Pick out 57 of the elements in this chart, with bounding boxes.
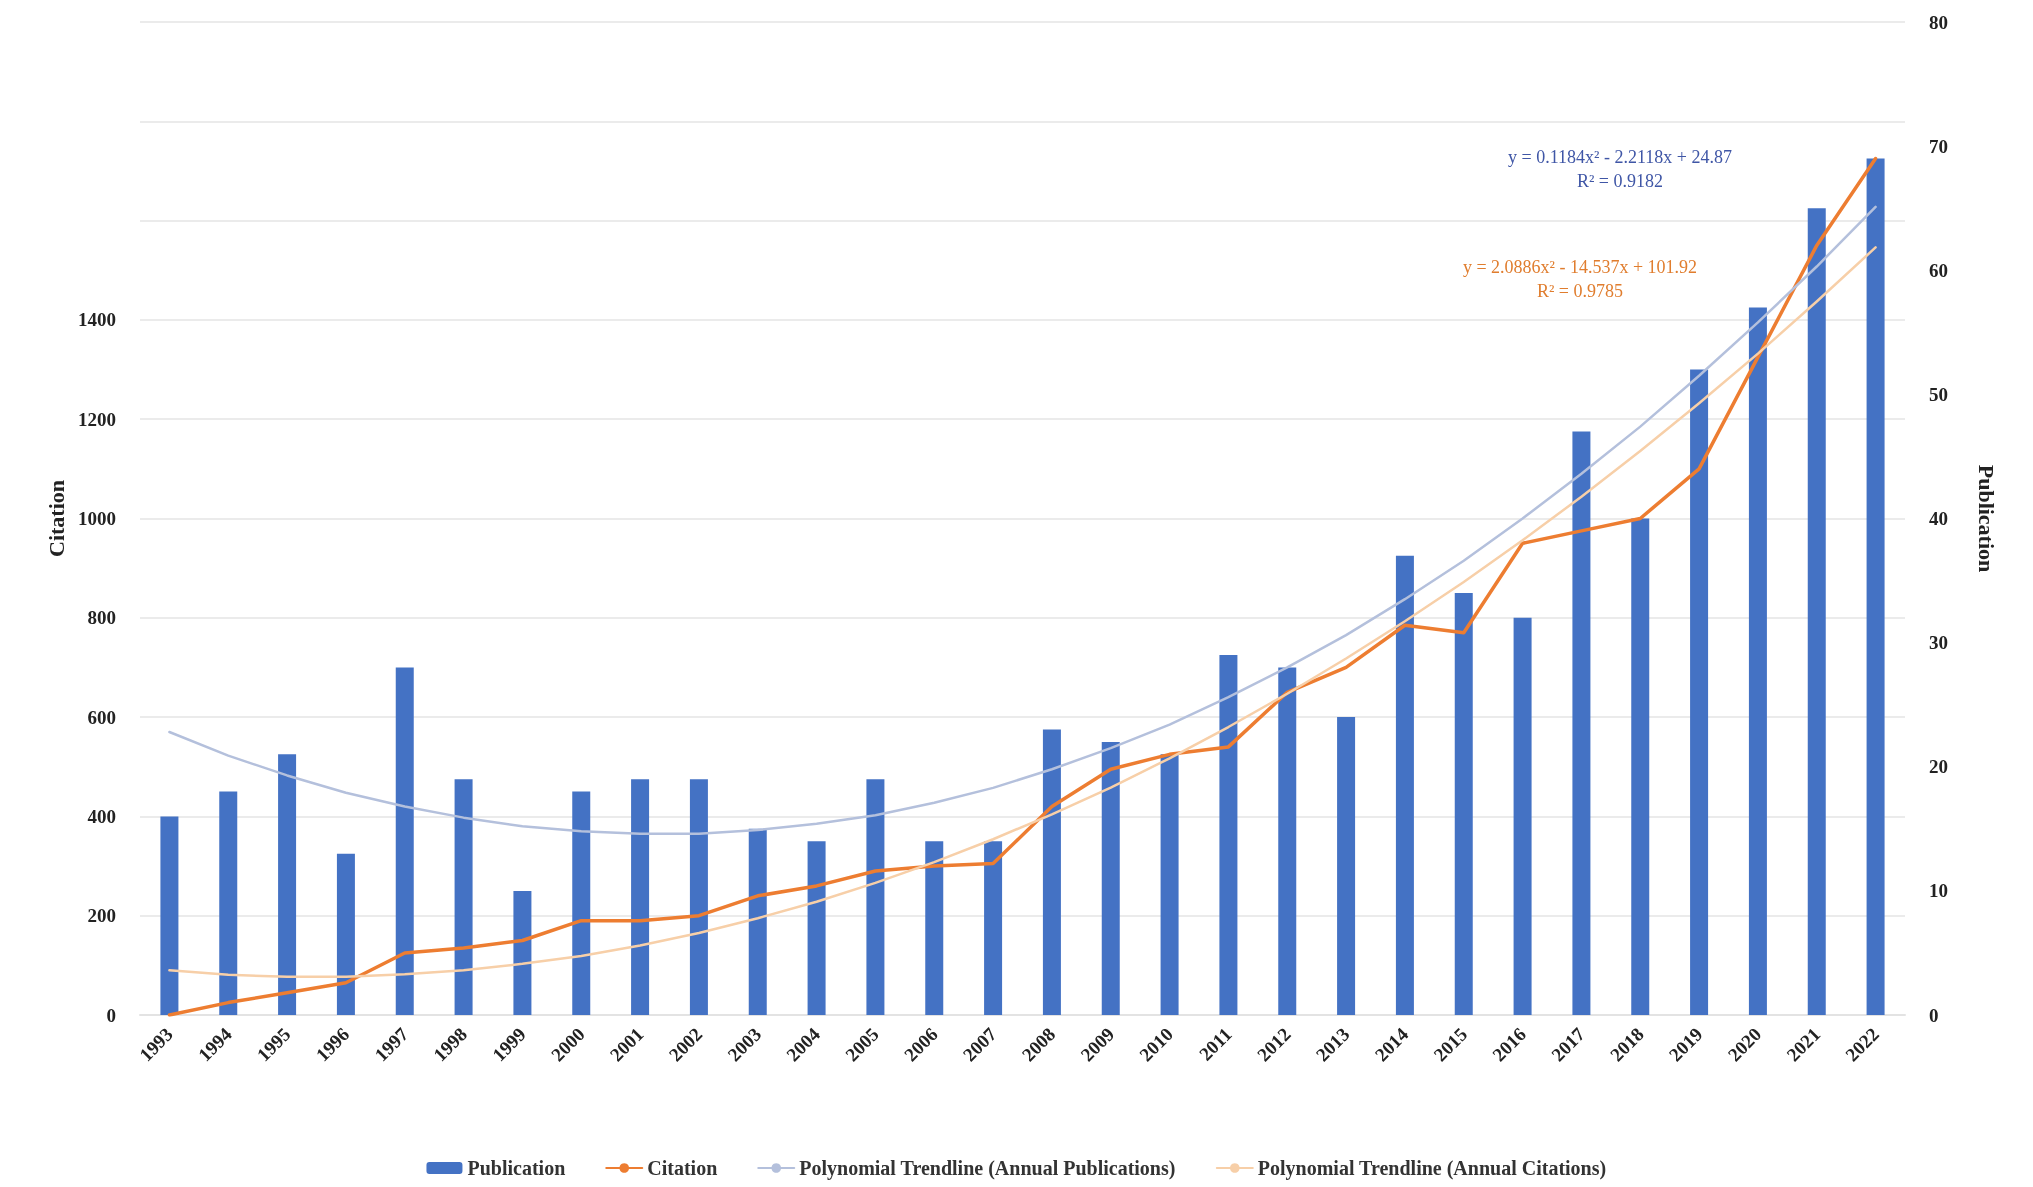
y-axis-title: Citation [43,480,69,557]
bar [807,841,826,1015]
bar [984,841,1003,1015]
bar [1454,592,1473,1015]
y-tick-label: 0 [106,1004,116,1026]
y2-tick-label: 80 [1929,11,1948,33]
bar [1807,208,1826,1015]
y-tick-label: 400 [87,805,116,827]
y-tick-label: 1400 [78,309,116,331]
bar [631,779,650,1015]
bar [336,853,355,1015]
bar [1278,667,1297,1015]
bar [1513,617,1532,1015]
y2-tick-label: 40 [1929,508,1948,529]
bar [1572,431,1591,1015]
y-tick-label: 1200 [78,408,116,430]
bar [395,667,414,1015]
bar [689,779,708,1015]
bar [1337,717,1356,1015]
legend-label: Publication [467,1157,566,1179]
y2-tick-label: 30 [1929,632,1948,654]
bar [572,791,591,1015]
y2-tick-label: 70 [1929,135,1948,157]
y-tick-label: 1000 [78,508,116,529]
bar [748,828,767,1015]
legend-label: Citation [647,1157,718,1179]
bar [1101,741,1120,1015]
y2-tick-label: 10 [1929,880,1948,902]
y2-tick-label: 20 [1929,756,1948,778]
y2-tick-label: 0 [1929,1004,1939,1026]
bar [1042,729,1061,1015]
bar [160,816,179,1015]
annotation: y = 2.0886x² - 14.537x + 101.92 R² = 0.9785 [1462,257,1698,301]
bar [219,791,238,1015]
bar [1631,518,1650,1015]
bar [454,779,473,1015]
bar [1748,307,1767,1015]
y-tick-label: 800 [87,607,116,629]
y-tick-label: 200 [87,905,116,927]
y2-tick-label: 60 [1929,259,1948,281]
bar [1160,754,1179,1015]
bar [1866,158,1885,1015]
line-series [168,205,1877,836]
bar [278,754,297,1015]
bar [1219,655,1238,1015]
bar [925,841,944,1015]
bar [513,890,532,1015]
y-tick-label: 600 [87,706,116,728]
legend-label: Polynomial Trendline (Annual Citations) [1257,1157,1607,1180]
annotation: y = 0.1184x² - 2.2118x + 24.87 R² = 0.9182 [1508,147,1732,191]
x-tick-label: 2011 [1194,1023,1236,1065]
y2-axis-title: Publication [1973,464,1999,573]
legend-label: Polynomial Trendline (Annual Publications) [799,1157,1176,1180]
bar [866,779,885,1015]
bar [1690,369,1709,1015]
bar [1395,555,1414,1015]
y2-tick-label: 50 [1929,383,1948,405]
